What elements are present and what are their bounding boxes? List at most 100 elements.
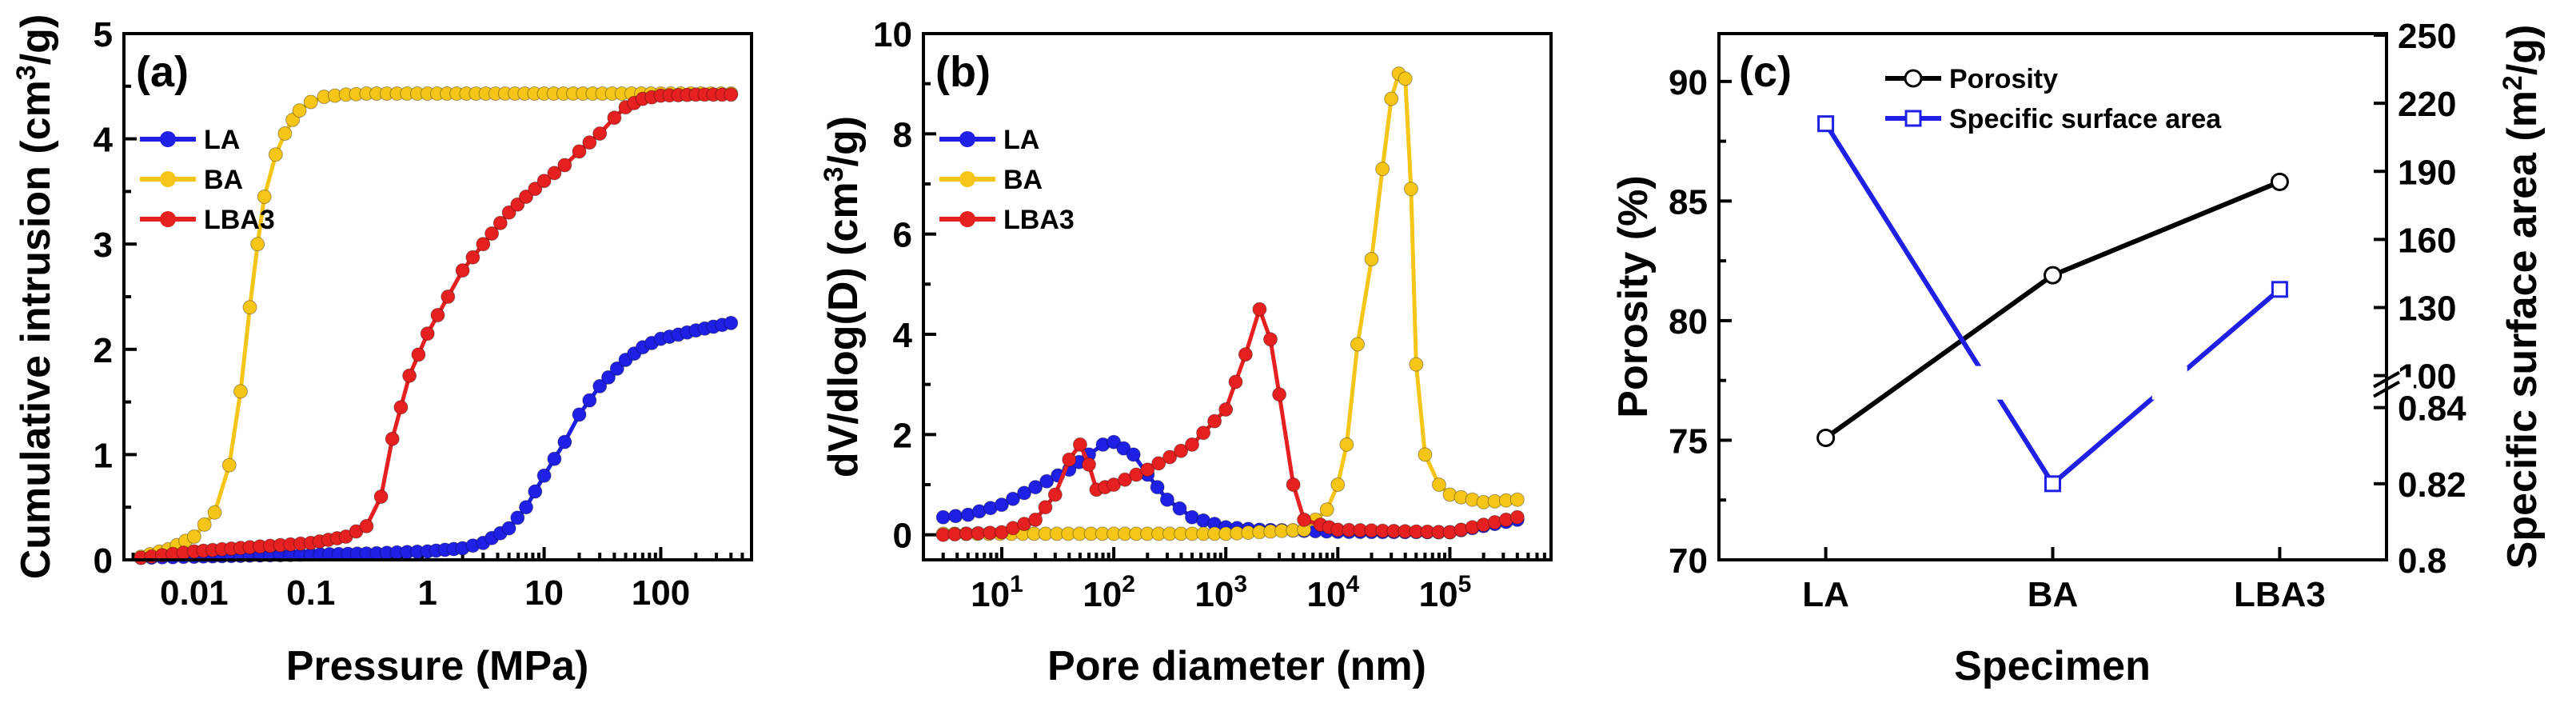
panel-a-data-point-LBA3 — [430, 308, 445, 322]
panel-a-data-point-LBA3 — [359, 518, 374, 533]
panel-a-data-point-LBA3 — [441, 290, 456, 304]
panel-b-legend: LA BA LBA3 — [939, 125, 1075, 235]
panel-c-right-y-tick-label: 0.8 — [2398, 541, 2446, 581]
panel-c-legend: Porosity Specific surface area — [1885, 64, 2222, 134]
panel-a-y-tick-label: 1 — [94, 436, 113, 475]
panel-a-data-point-BA — [268, 147, 283, 162]
panel-a-y-tick-label: 0 — [94, 541, 113, 581]
panel-b-data-point-BA — [1509, 492, 1525, 507]
panel-a-y-axis-label: Cumulative intrusion (cm3/g) — [11, 14, 59, 580]
panel-b-data-point-BA — [1418, 447, 1433, 462]
panel-b-data-point-LBA3 — [1272, 387, 1287, 402]
panel-b-data-point-LA — [1107, 434, 1122, 449]
panel-a-data-point-LBA3 — [557, 158, 572, 173]
panel-a-y-tick-label: 3 — [94, 226, 113, 265]
panel-b-data-point-LA — [948, 509, 963, 524]
panel-a-data-point-LA — [547, 451, 562, 466]
panel-b-y-tick-label: 6 — [893, 216, 912, 255]
panel-b-data-point-BA — [1431, 477, 1446, 492]
panel-a-data-point-LBA3 — [519, 190, 533, 204]
panel-b-legend-label-BA: BA — [1003, 165, 1043, 195]
panel-a-data-point-LA — [536, 468, 552, 483]
panel-c-right-y-tick-label: 0.82 — [2398, 465, 2466, 505]
panel-c-data-point-porosity — [1816, 428, 1836, 447]
panel-a-legend-label-BA: BA — [204, 165, 243, 195]
panel-a-data-point-LBA3 — [547, 166, 562, 181]
panel-b-data-point-LBA3 — [1062, 452, 1077, 467]
panel-a-y-tick-label: 5 — [94, 15, 113, 54]
panel-b-data-point-BA — [1384, 91, 1399, 106]
panel-c-x-tick-label: LA — [1802, 575, 1849, 614]
panel-c-left-y-tick-label: 75 — [1669, 421, 1708, 461]
panel-b-y-tick-label: 0 — [893, 517, 912, 556]
panel-a-data-point-LBA3 — [510, 197, 525, 212]
panel-b-data-point-LA — [1126, 447, 1141, 462]
panel-c-x-axis-label: Specimen — [1954, 643, 2151, 689]
panel-c-data-point-surface-area — [2044, 475, 2061, 493]
panel-b-x-tick-label-base: 10 — [1307, 575, 1346, 614]
panel-b-x-tick-label: 103 — [1194, 571, 1247, 614]
panel-b-y-tick-label: 8 — [893, 115, 912, 154]
panel-a-legend-marker-LBA3 — [160, 211, 176, 227]
panel-a-data-point-LA — [501, 521, 516, 536]
panel-c-break-gap — [1972, 365, 2008, 400]
panel-b-x-tick-label: 101 — [971, 571, 1023, 614]
panel-a-data-point-BA — [242, 300, 257, 315]
panel-b-x-tick-label-exp: 1 — [1010, 571, 1023, 597]
panel-a-data-point-LA — [582, 393, 597, 408]
panel-c-y-axis-label-left: Porosity (%) — [1610, 175, 1657, 417]
panel-a-data-point-LA — [592, 378, 608, 393]
panel-a-data-point-LBA3 — [385, 431, 400, 446]
panel-b-legend-marker-LBA3 — [959, 211, 975, 227]
panel-c-legend-marker-1 — [1904, 110, 1922, 127]
panel-b-x-axis-label: Pore diameter (nm) — [1047, 643, 1426, 689]
panel-b-data-point-BA — [1330, 477, 1346, 492]
panel-a-data-point-LBA3 — [536, 174, 552, 189]
panel-b-legend-marker-BA — [959, 171, 975, 187]
panel-a-data-point-LA — [557, 434, 572, 449]
panel-c-y-axis-label-right-end: /g) — [2499, 25, 2546, 76]
panel-c-data-point-surface-area — [1817, 115, 1835, 133]
panel-b-x-tick-label: 104 — [1307, 571, 1360, 614]
panel-a-data-point-LBA3 — [592, 126, 608, 141]
panel-b-data-point-LBA3 — [1162, 449, 1178, 465]
panel-a-data-point-LA — [572, 407, 587, 422]
panel-b-data-point-LBA3 — [1140, 462, 1155, 477]
panel-a-data-point-LBA3 — [528, 182, 543, 197]
panel-c-data-point-porosity — [2270, 172, 2289, 191]
panel-a-data-point-LBA3 — [465, 250, 481, 265]
panel-b-y-tick-label: 10 — [873, 15, 912, 54]
panel-b-data-point-LBA3 — [1509, 509, 1525, 525]
panel-a-data-point-BA — [186, 529, 201, 544]
panel-a-legend-marker-BA — [160, 171, 176, 187]
panel-a-data-point-BA — [250, 237, 265, 252]
panel-b-data-point-LBA3 — [1252, 302, 1267, 317]
panel-b-x-tick-label-base: 10 — [1194, 575, 1234, 614]
panel-a-data-point-BA — [257, 190, 272, 204]
panel-a-x-tick-label: 10 — [524, 573, 564, 613]
panel-a-data-point-LBA3 — [476, 237, 491, 252]
panel-b-data-point-LBA3 — [1047, 487, 1063, 502]
panel-a-legend-label-LBA3: LBA3 — [204, 205, 275, 235]
panel-a-data-point-BA — [292, 103, 307, 118]
panel-b-legend-label-LBA3: LBA3 — [1003, 205, 1075, 235]
panel-b-data-point-LBA3 — [1082, 457, 1096, 472]
panel-a-y-axis-label-main: Cumulative intrusion (cm — [13, 80, 59, 579]
panel-b-data-point-LA — [1172, 501, 1187, 516]
panel-c-right-y-tick-label: 220 — [2398, 85, 2456, 124]
panel-a-legend: LA BA LBA3 — [140, 125, 275, 235]
panel-b-x-tick-label-base: 10 — [971, 575, 1010, 614]
panel-a-data-point-LBA3 — [402, 368, 417, 383]
panel-c-y-axis-label-right: Specific surface area (m2/g) — [2498, 25, 2546, 569]
panel-b-label: (b) — [935, 48, 991, 96]
panel-b-data-point-LA — [1159, 492, 1174, 507]
panel-b-x-tick-label: 102 — [1083, 571, 1135, 614]
panel-a-data-point-BA — [303, 94, 318, 110]
panel-b-x-tick-label-base: 10 — [1083, 575, 1122, 614]
panel-b-data-point-LBA3 — [1286, 477, 1301, 492]
panel-c-x-tick-label: BA — [2028, 575, 2079, 614]
panel-b-data-point-LBA3 — [1151, 456, 1166, 471]
